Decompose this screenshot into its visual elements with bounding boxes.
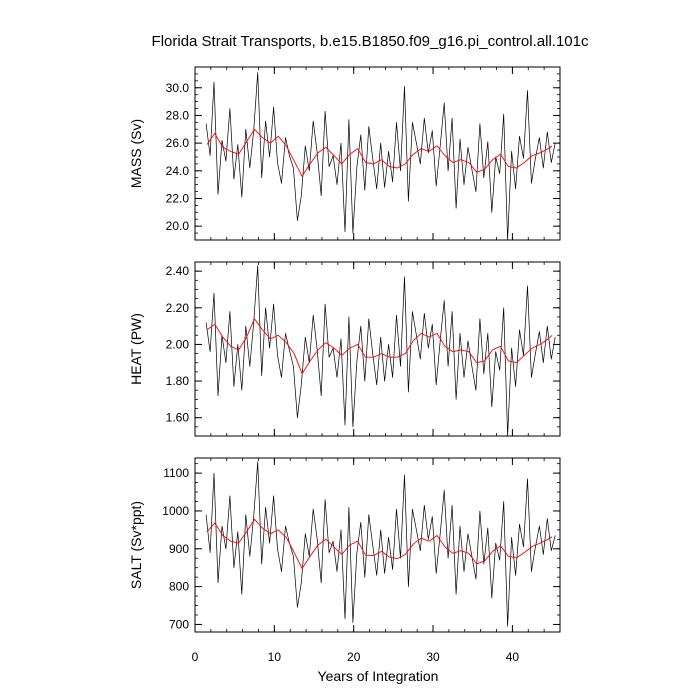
heat-smoothed-line — [206, 318, 553, 375]
x-axis-label: Years of Integration — [318, 668, 439, 684]
salt-y-tick-label: 1000 — [162, 504, 189, 518]
x-tick-label: 40 — [506, 650, 520, 664]
salt-y-tick-label: 900 — [169, 542, 189, 556]
mass-raw-line — [205, 72, 556, 241]
salt-smoothed-line — [206, 518, 553, 569]
x-tick-label: 10 — [268, 650, 282, 664]
heat-y-tick-label: 2.20 — [166, 301, 190, 315]
heat-y-tick-label: 1.60 — [166, 411, 190, 425]
mass-y-tick-label: 26.0 — [166, 136, 190, 150]
heat-plot-frame — [194, 261, 561, 437]
mass-y-tick-label: 20.0 — [166, 219, 190, 233]
salt-y-tick-label: 800 — [169, 580, 189, 594]
salt-y-tick-label: 700 — [169, 617, 189, 631]
mass-smoothed-line — [206, 128, 553, 177]
x-tick-label: 30 — [426, 650, 440, 664]
mass-y-tick-label: 28.0 — [166, 108, 190, 122]
heat-raw-line — [205, 265, 556, 437]
heat-y-tick-label: 2.40 — [166, 264, 190, 278]
mass-y-tick-label: 22.0 — [166, 191, 190, 205]
panels: 20.0 22.0 24.0 26.0 28.0 30.0 MASS (Sv) 1.60 1.8… — [128, 66, 561, 664]
x-tick-label: 20 — [347, 650, 361, 664]
heat-y-tick-label: 1.80 — [166, 374, 190, 388]
salt-raw-line — [205, 461, 556, 627]
chart-title: Florida Strait Transports, b.e15.B1850.f… — [152, 33, 589, 50]
salt-panel: 700 800 900 1000 1100 SALT (Sv*ppt) 0 10 20 30 40 — [128, 457, 561, 664]
x-tick-label: 0 — [192, 650, 199, 664]
mass-plot-frame — [194, 66, 561, 241]
mass-y-tick-label: 24.0 — [166, 164, 190, 178]
salt-y-axis-label: SALT (Sv*ppt) — [128, 501, 144, 589]
salt-plot-frame — [194, 457, 561, 633]
mass-panel: 20.0 22.0 24.0 26.0 28.0 30.0 MASS (Sv) — [128, 66, 561, 241]
heat-y-axis-label: HEAT (PW) — [128, 313, 144, 385]
mass-y-tick-label: 30.0 — [166, 81, 190, 95]
heat-panel: 1.60 1.80 2.00 2.20 2.40 HEAT (PW) — [128, 261, 561, 437]
salt-y-tick-label: 1100 — [163, 466, 189, 480]
heat-y-tick-label: 2.00 — [166, 337, 190, 351]
mass-y-axis-label: MASS (Sv) — [128, 119, 144, 188]
